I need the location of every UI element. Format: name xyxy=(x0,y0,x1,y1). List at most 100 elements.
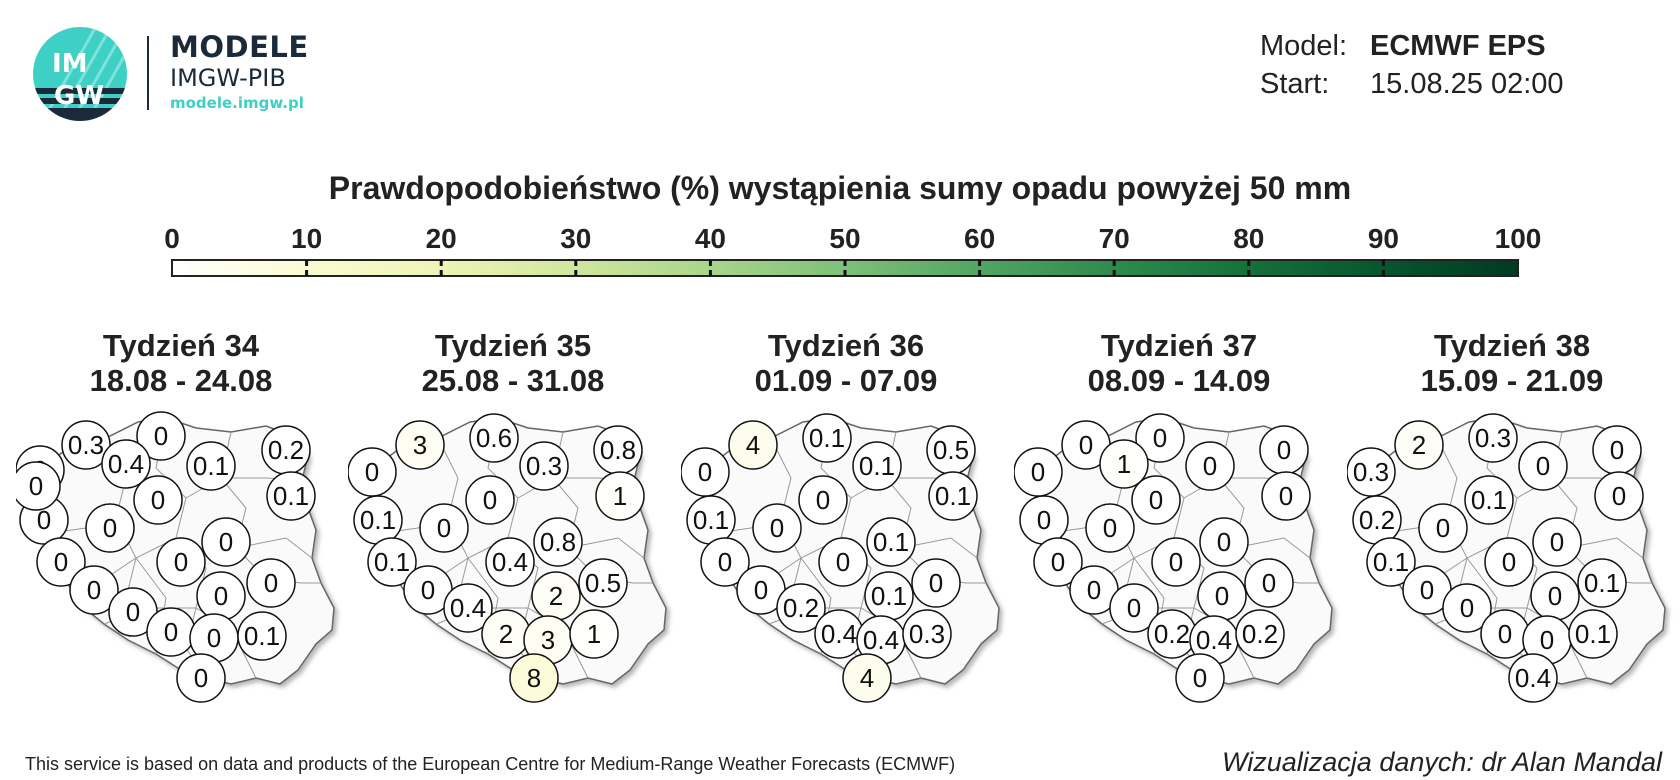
probability-marker: 0.2 xyxy=(1352,495,1402,545)
colorbar-tick-label: 90 xyxy=(1368,223,1399,254)
probability-marker: 0 xyxy=(1014,447,1063,497)
probability-value: 0 xyxy=(836,547,850,577)
probability-circle xyxy=(802,413,852,463)
model-label: Model: xyxy=(1260,30,1348,62)
probability-marker: 0.4 xyxy=(1189,615,1239,665)
probability-circle xyxy=(752,503,802,553)
probability-marker: 0.6 xyxy=(469,413,519,463)
probability-marker: 0.1 xyxy=(367,537,417,587)
probability-circle xyxy=(1235,609,1285,659)
probability-marker: 0.4 xyxy=(856,615,906,665)
probability-value: 2 xyxy=(549,581,563,611)
probability-value: 1 xyxy=(1117,449,1131,479)
probability-circle xyxy=(1468,413,1518,463)
probability-value: 0.3 xyxy=(909,619,945,649)
probability-marker: 2 xyxy=(481,609,531,659)
probability-circle xyxy=(519,441,569,491)
probability-value: 0 xyxy=(365,457,379,487)
probability-value: 4 xyxy=(860,663,874,693)
probability-value: 0 xyxy=(770,513,784,543)
probability-circle xyxy=(367,537,417,587)
probability-value: 0.1 xyxy=(273,481,309,511)
colorbar-tick-label: 100 xyxy=(1495,223,1542,254)
probability-value: 3 xyxy=(413,430,427,460)
probability-marker: 0 xyxy=(196,571,246,621)
probability-value: 0 xyxy=(1087,575,1101,605)
probability-value: 0.1 xyxy=(193,451,229,481)
week-label: Tydzień 37 xyxy=(1100,328,1258,363)
probability-value: 0.1 xyxy=(935,481,971,511)
probability-value: 0 xyxy=(54,547,68,577)
probability-marker: 0 xyxy=(818,537,868,587)
week-label: Tydzień 38 xyxy=(1433,328,1591,363)
probability-circle xyxy=(595,471,645,521)
probability-circle xyxy=(1508,653,1558,703)
probability-circle xyxy=(1085,503,1135,553)
probability-circle xyxy=(1464,475,1514,525)
probability-circle xyxy=(911,558,961,608)
probability-value: 0.1 xyxy=(809,423,845,453)
probability-marker: 0.1 xyxy=(186,441,236,491)
probability-circle xyxy=(842,653,892,703)
week-date-range: 15.09 - 21.09 xyxy=(1420,363,1604,398)
brand-title: MODELE xyxy=(170,30,309,64)
probability-marker: 0.2 xyxy=(1147,609,1197,659)
probability-value: 0 xyxy=(1262,568,1276,598)
probability-marker: 1 xyxy=(595,471,645,521)
probability-value: 0 xyxy=(1051,547,1065,577)
probability-circle xyxy=(1244,558,1294,608)
probability-marker: 0 xyxy=(85,503,135,553)
probability-marker: 0.3 xyxy=(519,441,569,491)
probability-value: 0.1 xyxy=(1575,619,1611,649)
probability-circle xyxy=(1033,537,1083,587)
probability-value: 0.1 xyxy=(873,527,909,557)
probability-marker: 0.1 xyxy=(928,471,978,521)
probability-marker: 0 xyxy=(700,537,750,587)
probability-marker: 0.8 xyxy=(593,425,643,475)
probability-value: 0.2 xyxy=(1242,619,1278,649)
probability-marker: 0 xyxy=(136,411,186,461)
model-value: ECMWF EPS xyxy=(1370,30,1546,62)
probability-value: 2 xyxy=(499,619,513,649)
probability-circle xyxy=(237,611,287,661)
probability-circle xyxy=(902,609,952,659)
probability-circle xyxy=(186,441,236,491)
brand-url-link[interactable]: modele.imgw.pl xyxy=(170,94,304,112)
start-label: Start: xyxy=(1260,68,1330,100)
week-label: Tydzień 35 xyxy=(434,328,592,363)
probability-marker: 2 xyxy=(531,571,581,621)
probability-circle xyxy=(1131,475,1181,525)
probability-value: 0.1 xyxy=(1471,485,1507,515)
probability-value: 0 xyxy=(1217,527,1231,557)
probability-circle xyxy=(1185,441,1235,491)
probability-marker: 0 xyxy=(798,475,848,525)
probability-marker: 0.1 xyxy=(864,571,914,621)
probability-marker: 0 xyxy=(1530,571,1580,621)
probability-value: 0.3 xyxy=(1353,457,1389,487)
probability-circle xyxy=(798,475,848,525)
probability-marker: 0 xyxy=(1185,441,1235,491)
probability-circle xyxy=(1577,558,1627,608)
probability-circle xyxy=(1484,537,1534,587)
probability-value: 0 xyxy=(483,485,497,515)
probability-circle xyxy=(1418,503,1468,553)
probability-marker: 0 xyxy=(1061,420,1111,470)
probability-value: 0 xyxy=(37,505,51,535)
probability-value: 0 xyxy=(698,457,712,487)
probability-value: 0 xyxy=(1215,581,1229,611)
probability-marker: 0 xyxy=(419,503,469,553)
probability-circle xyxy=(16,461,61,511)
probability-circle xyxy=(818,537,868,587)
model-meta: Model: ECMWF EPS Start: 15.08.25 02:00 xyxy=(1260,30,1564,106)
probability-value: 0 xyxy=(754,575,768,605)
probability-marker: 0.2 xyxy=(776,583,826,633)
probability-value: 0 xyxy=(164,617,178,647)
probability-value: 2 xyxy=(1412,430,1426,460)
probability-circle xyxy=(266,471,316,521)
probability-marker: 0 xyxy=(1033,537,1083,587)
probability-marker: 0.3 xyxy=(1347,447,1396,497)
probability-marker: 0.3 xyxy=(61,420,111,470)
probability-marker: 0 xyxy=(348,447,397,497)
probability-marker: 0 xyxy=(681,447,730,497)
probability-value: 0 xyxy=(1498,619,1512,649)
